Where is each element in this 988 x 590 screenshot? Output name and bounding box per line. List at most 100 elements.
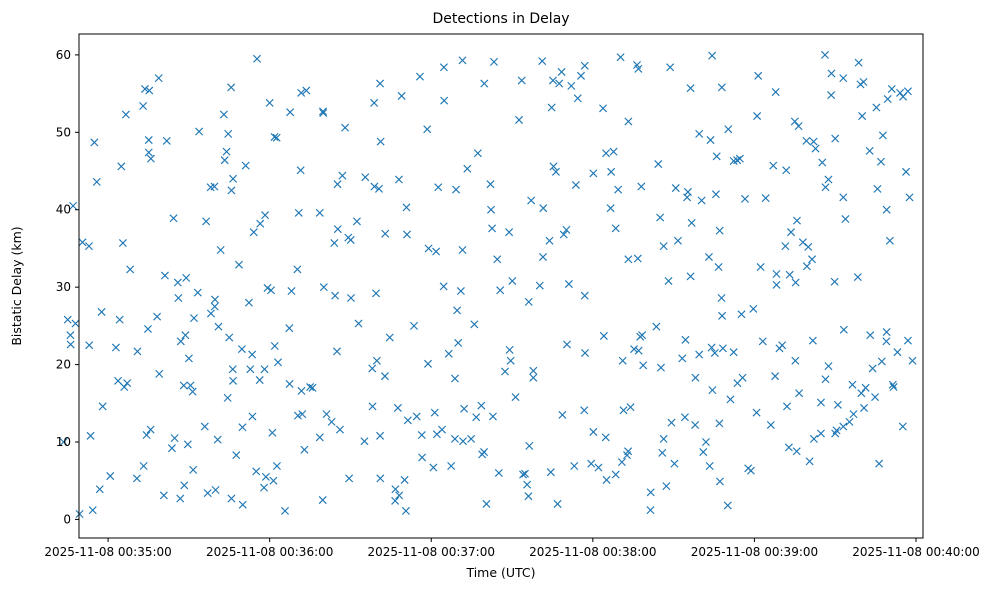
detection-point <box>402 203 411 212</box>
detection-point <box>210 295 220 304</box>
detection-point <box>376 474 385 483</box>
detection-point <box>395 491 404 500</box>
detection-point <box>549 162 558 171</box>
detection-point <box>839 193 848 202</box>
detection-point <box>564 280 573 289</box>
detection-point <box>792 216 801 225</box>
detection-point <box>385 333 394 342</box>
detection-point <box>493 255 502 264</box>
detection-point <box>296 166 305 175</box>
detection-point <box>802 136 811 145</box>
detection-point <box>671 184 680 193</box>
detection-point <box>848 380 857 389</box>
detection-point <box>680 413 689 422</box>
detection-point <box>733 379 742 388</box>
detection-point <box>391 485 400 494</box>
detection-point <box>839 325 848 334</box>
x-tick-label: 2025-11-08 00:35:00 <box>44 545 171 559</box>
detection-point <box>142 431 151 440</box>
detection-point <box>656 213 665 222</box>
detection-point <box>391 496 400 505</box>
detection-point <box>545 236 554 245</box>
detection-point <box>570 461 579 471</box>
detection-point <box>701 437 710 447</box>
detection-point <box>354 319 363 328</box>
detection-point <box>766 420 775 429</box>
detection-point <box>248 350 257 359</box>
detection-point <box>753 112 762 121</box>
detection-point <box>744 464 753 473</box>
detection-point <box>639 361 648 370</box>
detection-point <box>519 470 528 479</box>
detection-point <box>216 245 225 255</box>
detection-point <box>167 444 176 453</box>
detection-point <box>274 358 283 367</box>
detection-point <box>439 282 448 291</box>
detection-point <box>85 341 94 350</box>
detection-point <box>97 307 106 316</box>
detection-point <box>626 403 635 412</box>
detection-point <box>458 56 467 65</box>
detection-point <box>482 499 491 508</box>
detection-point <box>618 356 627 365</box>
detection-point <box>114 376 123 385</box>
detection-point <box>261 472 270 481</box>
detection-point <box>718 311 727 320</box>
detection-point <box>520 469 529 478</box>
detection-point <box>450 434 459 443</box>
detection-point <box>121 110 130 119</box>
detection-point <box>833 400 842 409</box>
detection-point <box>179 381 188 390</box>
detection-point <box>412 412 421 421</box>
detection-point <box>75 509 84 519</box>
detection-point <box>439 63 448 72</box>
detection-point <box>681 335 690 344</box>
detection-point <box>144 148 153 157</box>
detection-point <box>599 104 608 113</box>
detection-point <box>599 331 608 340</box>
detection-point <box>228 365 237 374</box>
detection-point <box>453 306 462 315</box>
axes-frame <box>78 33 924 539</box>
detection-point <box>524 297 533 306</box>
detection-point <box>511 393 520 402</box>
detection-point <box>169 214 178 223</box>
detection-point <box>86 431 95 440</box>
detection-point <box>430 408 439 417</box>
detection-point <box>272 461 281 471</box>
detection-point <box>144 136 153 145</box>
detection-point <box>370 98 379 107</box>
detection-point <box>902 167 911 176</box>
detection-point <box>831 134 840 143</box>
detection-point <box>824 362 833 371</box>
detection-point <box>224 129 233 138</box>
detection-point <box>630 345 639 354</box>
x-axis-label: Time (UTC) <box>465 565 535 580</box>
detection-point <box>505 345 514 354</box>
detection-point <box>285 324 294 333</box>
detection-point <box>614 185 623 194</box>
detection-point <box>717 83 726 92</box>
detection-point <box>330 239 339 248</box>
detection-point <box>888 380 897 389</box>
detection-point <box>302 86 311 95</box>
detection-point <box>297 386 306 395</box>
detection-point <box>203 489 212 498</box>
detection-point <box>903 87 912 96</box>
detection-point <box>761 194 770 203</box>
detection-point <box>686 84 695 93</box>
detection-point <box>227 83 236 92</box>
detection-point <box>607 167 616 176</box>
detection-point <box>260 365 269 374</box>
detection-point <box>778 341 787 350</box>
detection-point <box>611 224 620 233</box>
detection-point <box>372 289 381 298</box>
detection-point <box>267 286 276 295</box>
detection-point <box>562 340 571 349</box>
detection-point <box>845 417 854 426</box>
detection-point <box>791 356 800 365</box>
detection-point <box>424 359 433 368</box>
x-tick-label: 2025-11-08 00:36:00 <box>206 545 333 559</box>
detection-point <box>162 136 171 145</box>
